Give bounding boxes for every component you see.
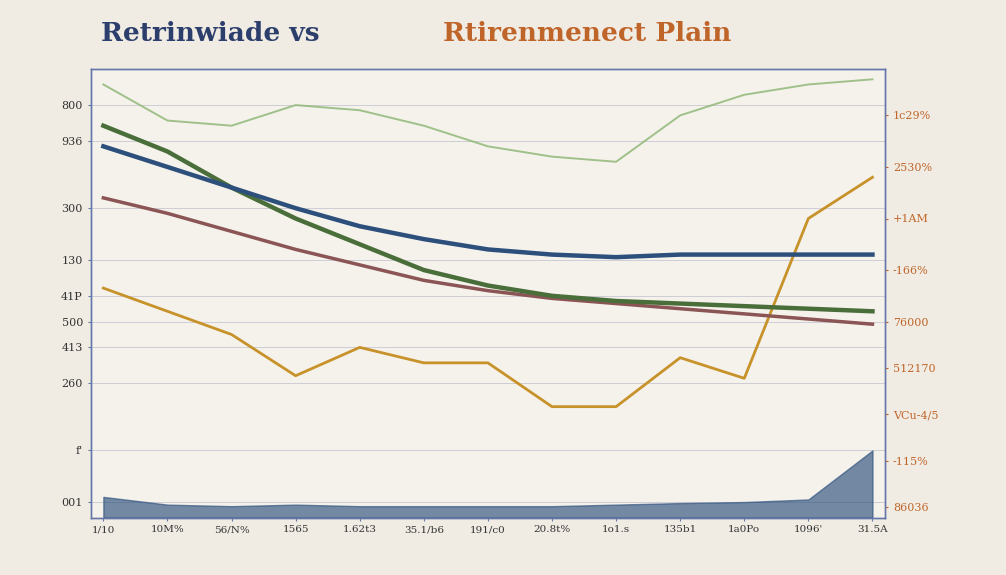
Text: Rtirenmenect Plain: Rtirenmenect Plain	[443, 21, 731, 46]
Text: Retrinwiade vs: Retrinwiade vs	[101, 21, 319, 46]
